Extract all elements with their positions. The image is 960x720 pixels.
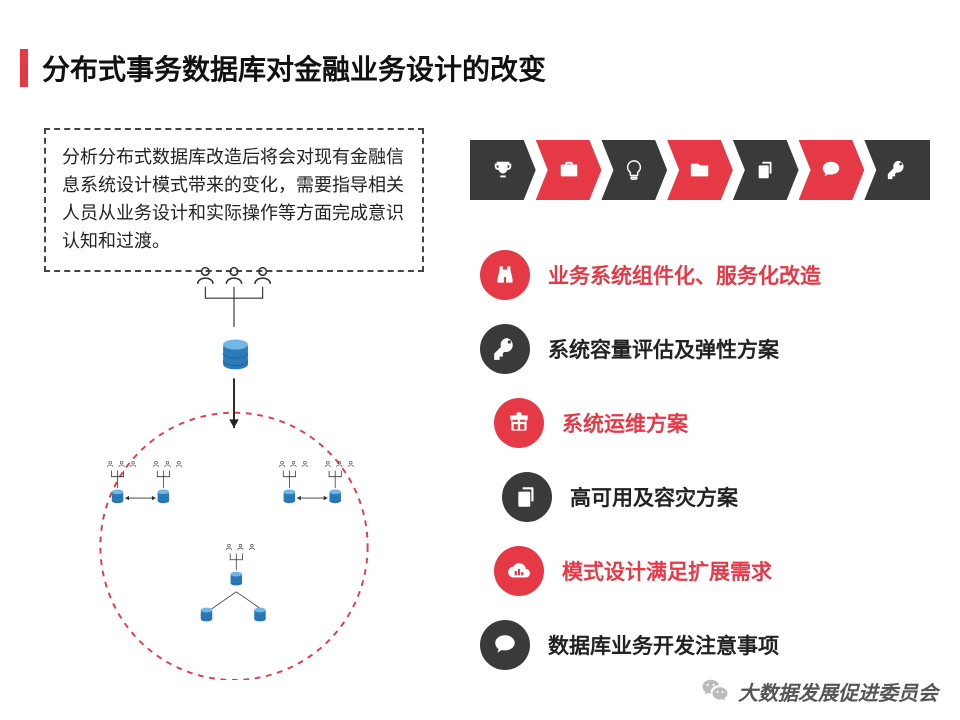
bullet-key-icon: 系统容量评估及弹性方案 — [480, 324, 950, 374]
strip-comment-icon — [799, 140, 865, 200]
wechat-icon — [700, 676, 730, 706]
architecture-diagram — [54, 260, 414, 680]
bullet-text: 系统容量评估及弹性方案 — [548, 334, 779, 364]
binoculars-icon — [480, 250, 530, 300]
cloud-icon — [494, 546, 544, 596]
bullet-copy-icon: 高可用及容灾方案 — [502, 472, 950, 522]
icon-strip — [470, 140, 930, 200]
key-icon — [480, 324, 530, 374]
bullet-text: 业务系统组件化、服务化改造 — [548, 260, 821, 290]
footer-text: 大数据发展促进委员会 — [738, 677, 938, 706]
bullet-text: 模式设计满足扩展需求 — [562, 556, 772, 586]
bullet-text: 数据库业务开发注意事项 — [548, 630, 779, 660]
strip-folder-icon — [667, 140, 733, 200]
bullet-cloud-icon: 模式设计满足扩展需求 — [494, 546, 950, 596]
bullet-gift-icon: 系统运维方案 — [494, 398, 950, 448]
title-accent — [20, 49, 28, 87]
description-box: 分析分布式数据库改造后将会对现有金融信息系统设计模式带来的变化，需要指导相关人员… — [44, 128, 424, 272]
bullet-comment-icon: 数据库业务开发注意事项 — [480, 620, 950, 670]
strip-briefcase-icon — [536, 140, 602, 200]
strip-lightbulb-icon — [601, 140, 667, 200]
gift-icon — [494, 398, 544, 448]
bullet-text: 高可用及容灾方案 — [570, 482, 738, 512]
copy-icon — [502, 472, 552, 522]
strip-trophy-icon — [470, 140, 536, 200]
slide-title-bar: 分布式事务数据库对金融业务设计的改变 — [20, 48, 546, 88]
strip-key-icon — [864, 140, 930, 200]
bullet-list: 业务系统组件化、服务化改造系统容量评估及弹性方案系统运维方案高可用及容灾方案模式… — [480, 250, 950, 694]
footer-watermark: 大数据发展促进委员会 — [700, 676, 938, 706]
bullet-text: 系统运维方案 — [562, 408, 688, 438]
comment-icon — [480, 620, 530, 670]
bullet-binoculars-icon: 业务系统组件化、服务化改造 — [480, 250, 950, 300]
slide-title: 分布式事务数据库对金融业务设计的改变 — [42, 48, 546, 88]
strip-copy-icon — [733, 140, 799, 200]
